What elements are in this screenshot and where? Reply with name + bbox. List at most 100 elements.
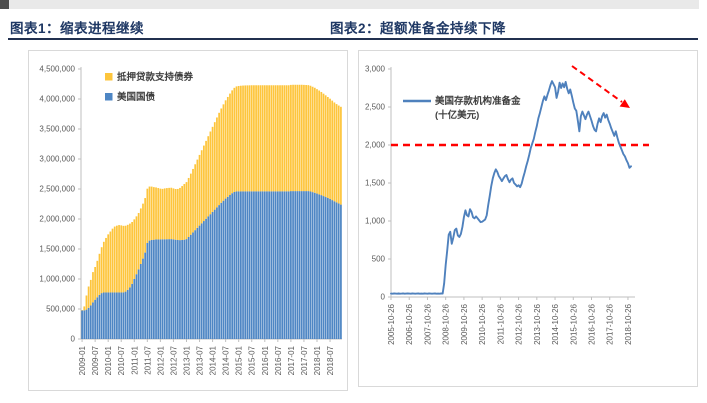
chart1-bar-mbs — [194, 164, 197, 231]
chart1-bar-treasury — [248, 191, 251, 339]
chart1-bar-treasury — [120, 292, 123, 339]
chart1-bar-mbs — [279, 85, 281, 192]
chart1-bar-treasury — [192, 232, 194, 339]
chart1-bar-treasury — [222, 200, 225, 339]
chart1-x-tick-label: 2012-07 — [169, 345, 178, 375]
chart1-bar-mbs — [98, 253, 101, 295]
chart2-x-tick-label: 2015-10-26 — [569, 303, 578, 344]
chart2-y-tick-label: 2,500 — [365, 103, 386, 112]
chart2-x-tick-label: 2012-10-26 — [515, 303, 524, 344]
chart1-bar-treasury — [229, 195, 231, 339]
chart1-bar-mbs — [294, 84, 297, 192]
chart1-bar-treasury — [213, 209, 216, 339]
chart1-bar-treasury — [96, 297, 99, 339]
chart1-axes: 0 500,000 1,000,000 1,500,000 2,000,000 2,500… — [39, 65, 342, 375]
chart1-bar-treasury — [216, 207, 218, 339]
chart1-bar-treasury — [111, 292, 114, 339]
chart1-bar-treasury — [170, 239, 173, 339]
chart1-bar-treasury — [94, 299, 97, 339]
chart1-bar-treasury — [281, 191, 284, 339]
chart1-bar-treasury — [174, 239, 177, 339]
chart1-bar-treasury — [340, 204, 342, 339]
chart1-bar-mbs — [326, 97, 329, 198]
chart1-bar-treasury — [244, 191, 247, 339]
chart1-bar-mbs — [233, 87, 236, 192]
chart1-bar-mbs — [96, 260, 99, 298]
chart1-bar-treasury — [283, 191, 286, 339]
chart1-bar-mbs — [287, 85, 290, 192]
chart1-bar-treasury — [196, 227, 199, 339]
chart1-bar-treasury — [144, 252, 147, 339]
chart1-bar-treasury — [313, 192, 316, 339]
chart1-x-tick-label: 2017-07 — [300, 345, 309, 375]
chart1-bar-treasury — [155, 239, 157, 339]
chart2-trend-arrow-head — [619, 99, 630, 108]
chart1-bar-treasury — [298, 191, 301, 339]
chart1-bar-treasury — [237, 191, 240, 339]
chart1-bar-mbs — [235, 86, 238, 192]
chart1-bar-treasury — [98, 294, 101, 339]
chart1-y-tick-label: 4,000,000 — [39, 95, 75, 104]
chart1-bar-mbs — [198, 154, 201, 226]
chart1-bar-treasury — [83, 310, 86, 339]
chart1-bar-treasury — [200, 223, 203, 339]
chart1-bar-mbs — [296, 84, 299, 192]
chart1-legend-swatch — [105, 93, 113, 101]
chart1-bar-mbs — [126, 224, 129, 290]
chart1-bar-mbs — [300, 84, 303, 192]
chart2-reserves-line — [390, 80, 632, 295]
top-strip-corner — [0, 0, 9, 9]
chart1-bar-treasury — [279, 191, 281, 339]
chart1-bar-treasury — [109, 292, 112, 339]
chart1-bar-treasury — [122, 292, 125, 339]
chart1-bar-treasury — [300, 191, 303, 339]
chart1-bar-mbs — [333, 102, 336, 202]
chart1-bar-treasury — [235, 191, 238, 339]
chart1-bar-treasury — [102, 292, 105, 339]
chart1-bar-mbs — [185, 182, 188, 240]
chart1-bar-mbs — [179, 187, 181, 241]
chart1-bar-treasury — [329, 198, 331, 339]
chart1-x-tick-label: 2009-01 — [78, 345, 87, 375]
chart2-x-tick-label: 2017-10-26 — [606, 303, 615, 344]
chart1-bar-mbs — [253, 85, 255, 192]
chart1-bar-treasury — [129, 287, 131, 339]
chart1-x-tick-label: 2015-07 — [248, 345, 257, 375]
chart1-bar-treasury — [131, 283, 133, 339]
chart1-bar-mbs — [129, 223, 131, 288]
chart1-bar-treasury — [307, 191, 310, 339]
chart2-legend: 美国存款机构准备金 (十亿美元) — [403, 95, 521, 121]
chart1-bar-mbs — [274, 85, 277, 192]
chart1-bar-mbs — [205, 140, 207, 219]
chart1-bar-treasury — [157, 239, 160, 339]
chart1-bar-treasury — [272, 191, 275, 339]
chart1-bar-treasury — [263, 191, 266, 339]
chart1-bar-treasury — [261, 191, 264, 339]
chart1-bar-treasury — [81, 310, 83, 339]
chart1-bar-treasury — [270, 191, 273, 339]
chart1-bar-treasury — [287, 191, 290, 339]
chart1-bar-mbs — [211, 126, 214, 212]
chart1-bar-treasury — [166, 239, 168, 339]
chart2-x-tick-label: 2014-10-26 — [551, 303, 560, 344]
chart1-bar-treasury — [211, 211, 214, 339]
chart2-legend-label: 美国存款机构准备金 — [434, 95, 521, 107]
chart1-bar-treasury — [161, 239, 164, 339]
chart1-canvas: 0 500,000 1,000,000 1,500,000 2,000,000 2,500… — [39, 65, 342, 375]
chart1-bar-treasury — [335, 202, 338, 339]
chart1-legend-swatch — [105, 73, 113, 81]
chart1-bar-treasury — [333, 201, 336, 339]
chart1-bar-treasury — [290, 191, 292, 339]
chart1-bar-treasury — [152, 239, 155, 339]
chart1-bar-mbs — [203, 145, 205, 222]
chart1-bar-treasury — [198, 225, 201, 339]
chart1-bar-mbs — [250, 85, 253, 192]
chart1-bar-treasury — [146, 243, 149, 339]
chart1-bar-treasury — [126, 289, 129, 339]
chart1-bar-mbs — [283, 85, 286, 192]
chart1-y-tick-label: 3,000,000 — [39, 155, 75, 164]
chart1-bar-treasury — [107, 292, 110, 339]
chart1-bar-mbs — [189, 173, 192, 235]
chart1-bar-mbs — [337, 105, 340, 204]
